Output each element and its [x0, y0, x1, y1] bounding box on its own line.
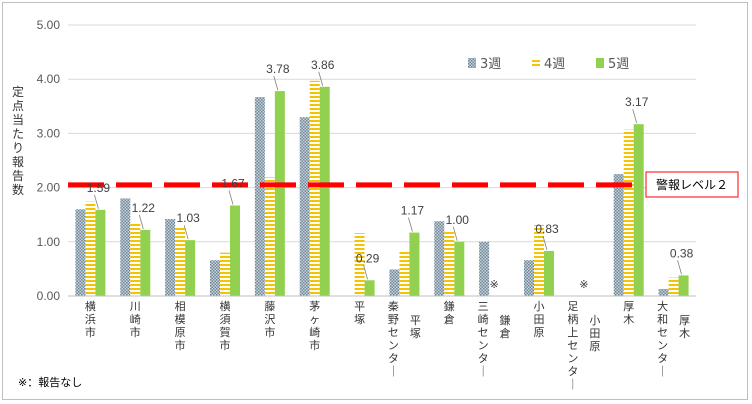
bar-3wk	[120, 198, 131, 296]
data-label: 1.59	[87, 181, 111, 195]
bar-5wk	[409, 232, 420, 296]
bar-5wk	[364, 280, 375, 296]
bar-4wk	[220, 252, 230, 296]
leader-line	[183, 225, 189, 240]
threshold-label: 警報レベル２	[656, 177, 728, 192]
category-label: 横浜市	[85, 299, 96, 339]
bar-5wk	[544, 251, 554, 296]
leader-line	[94, 194, 99, 209]
bar-3wk	[613, 174, 624, 296]
bar-3wk	[254, 97, 265, 296]
data-label: 3.78	[266, 62, 290, 76]
data-label: 1.67	[221, 176, 245, 190]
bar-4wk	[264, 177, 275, 296]
data-label: 0.83	[535, 222, 559, 236]
bar-4wk	[623, 129, 634, 296]
bar-4wk	[130, 222, 141, 296]
leader-line	[363, 265, 368, 280]
legend-label: 4週	[544, 57, 565, 72]
data-label: 1.22	[132, 201, 156, 215]
legend-swatch-5wk	[596, 58, 604, 68]
bar-5wk	[678, 275, 689, 296]
category-label: 鎌倉	[444, 299, 455, 326]
y-axis-label: 定点当たり報告数	[12, 84, 24, 197]
bar-5wk	[454, 241, 465, 296]
bar-5wk	[95, 209, 106, 296]
leader-line	[632, 109, 638, 124]
category-label: 大和センタ｜	[657, 299, 668, 378]
category-label: 平塚	[410, 314, 421, 340]
bar-5wk	[140, 229, 151, 296]
category-label: 小田原	[589, 314, 600, 353]
leader-line	[273, 76, 279, 91]
bar-4wk	[444, 232, 455, 296]
category-label: 横須賀市	[220, 299, 231, 352]
footnote: ※：報告なし	[18, 376, 82, 389]
category-label: 相模原市	[175, 300, 186, 352]
category-label: 川崎市	[130, 300, 141, 339]
legend-swatch-4wk	[532, 58, 540, 68]
bar-4wk	[668, 277, 679, 296]
data-label: 0.29	[356, 251, 380, 265]
bar-3wk	[479, 241, 490, 296]
data-label: 3.86	[311, 58, 335, 72]
bar-3wk	[389, 269, 400, 296]
bar-3wk	[165, 219, 176, 296]
leader-line	[677, 260, 682, 275]
data-label: 1.03	[176, 211, 200, 225]
bar-3wk	[524, 260, 534, 296]
leader-line	[228, 190, 234, 205]
data-label: 3.17	[625, 95, 649, 109]
bar-4wk	[85, 201, 96, 296]
bar-4wk	[399, 250, 410, 296]
category-label: 足柄上センタ｜	[567, 300, 578, 391]
y-tick-label: 3.00	[37, 126, 61, 140]
bar-4wk	[309, 80, 320, 297]
bar-5wk	[230, 205, 240, 296]
bar-4wk	[175, 227, 186, 296]
bar-5wk	[274, 91, 285, 297]
category-label: 鎌倉	[500, 313, 511, 340]
legend-swatch-3wk	[468, 58, 476, 68]
bar-3wk	[434, 221, 445, 296]
bar-5wk	[633, 124, 644, 296]
category-label: 小田原	[534, 300, 545, 339]
category-label: 厚木	[679, 314, 690, 340]
leader-line	[318, 71, 324, 86]
bar-3wk	[210, 260, 220, 296]
data-label: 1.00	[446, 213, 470, 227]
data-label: 0.38	[670, 246, 694, 260]
category-label: 秦野センタ｜	[388, 299, 399, 378]
bar-4wk	[534, 224, 544, 296]
data-label: 1.17	[401, 204, 425, 218]
leader-line	[452, 226, 458, 241]
category-label: 三崎センタ｜	[478, 300, 489, 378]
leader-line	[138, 214, 144, 229]
category-label: 茅ヶ崎市	[309, 300, 320, 352]
category-label: 藤沢市	[264, 300, 275, 339]
y-tick-label: 4.00	[37, 72, 61, 86]
y-tick-label: 2.00	[37, 181, 61, 195]
legend-label: 3週	[480, 57, 501, 72]
leader-line	[408, 217, 413, 232]
threshold-label-box	[645, 171, 739, 198]
bar-5wk	[319, 86, 330, 297]
category-label: 厚木	[623, 300, 634, 326]
y-tick-label: 0.00	[37, 289, 61, 303]
y-tick-label: 1.00	[37, 235, 61, 249]
no-report-mark: ※	[490, 278, 499, 291]
bar-5wk	[185, 240, 196, 296]
category-label: 平塚	[354, 300, 365, 326]
legend-label: 5週	[608, 57, 629, 72]
bar-3wk	[658, 288, 669, 296]
bar-3wk	[299, 117, 310, 296]
y-tick-label: 5.00	[37, 18, 61, 32]
bar-4wk	[354, 233, 365, 296]
no-report-mark: ※	[579, 278, 588, 291]
bar-3wk	[75, 209, 86, 296]
leader-line	[542, 235, 548, 251]
